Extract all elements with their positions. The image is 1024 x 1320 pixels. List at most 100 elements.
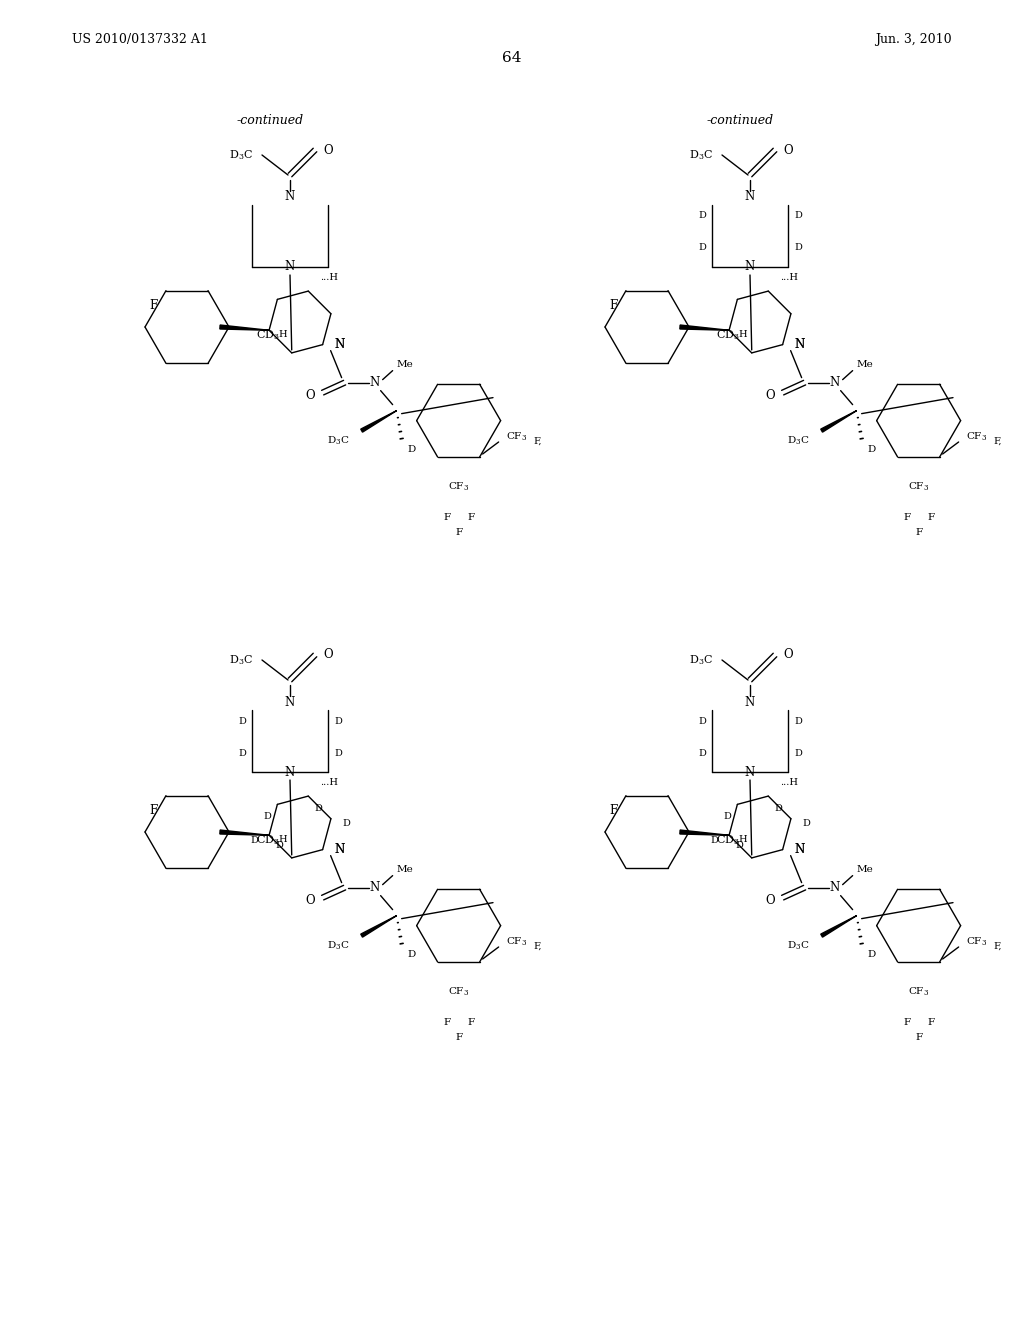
Text: F: F (915, 1032, 923, 1041)
Text: D: D (408, 445, 416, 454)
Polygon shape (220, 830, 269, 836)
Text: H: H (738, 330, 746, 339)
Text: F: F (467, 1018, 474, 1027)
Text: O: O (783, 144, 793, 157)
Text: Me: Me (857, 359, 873, 368)
Text: N: N (744, 190, 755, 203)
Text: D: D (802, 820, 810, 828)
Text: Me: Me (396, 865, 414, 874)
Polygon shape (220, 325, 269, 330)
Text: $\mathregular{D_3C}$: $\mathregular{D_3C}$ (229, 653, 253, 667)
Text: N: N (744, 766, 755, 779)
Text: F: F (150, 298, 158, 312)
Polygon shape (821, 916, 857, 937)
Text: F: F (609, 298, 618, 312)
Text: -continued: -continued (237, 114, 303, 127)
Text: $\mathregular{D_3C}$: $\mathregular{D_3C}$ (689, 148, 713, 162)
Text: F: F (443, 512, 451, 521)
Text: N: N (285, 766, 295, 779)
Text: F: F (927, 512, 934, 521)
Text: $\mathregular{CD_3}$: $\mathregular{CD_3}$ (256, 833, 280, 847)
Text: F,: F, (993, 437, 1002, 446)
Text: $\mathregular{CF_3}$: $\mathregular{CF_3}$ (908, 480, 929, 494)
Text: O: O (765, 389, 774, 403)
Text: H: H (279, 330, 287, 339)
Text: $\mathregular{CF_3}$: $\mathregular{CF_3}$ (908, 986, 929, 998)
Text: $\mathregular{D_3C}$: $\mathregular{D_3C}$ (787, 940, 810, 952)
Text: $\mathregular{CD_3}$: $\mathregular{CD_3}$ (716, 833, 739, 847)
Text: N: N (795, 338, 805, 351)
Polygon shape (680, 830, 729, 836)
Text: F,: F, (534, 437, 542, 446)
Text: Me: Me (396, 359, 414, 368)
Text: F: F (903, 1018, 910, 1027)
Text: $\mathregular{CD_3}$: $\mathregular{CD_3}$ (256, 327, 280, 342)
Text: $\mathregular{D_3C}$: $\mathregular{D_3C}$ (787, 434, 810, 447)
Text: $\mathregular{D_3C}$: $\mathregular{D_3C}$ (327, 434, 349, 447)
Text: $\mathregular{D_3C}$: $\mathregular{D_3C}$ (229, 148, 253, 162)
Text: N: N (370, 882, 380, 894)
Text: N: N (795, 843, 805, 857)
Text: ...H: ...H (319, 273, 338, 282)
Text: H: H (738, 836, 746, 843)
Text: D: D (698, 717, 706, 726)
Text: D: D (794, 748, 802, 758)
Text: D: D (263, 812, 271, 821)
Text: F: F (915, 528, 923, 537)
Text: O: O (765, 894, 774, 907)
Text: ...H: ...H (780, 777, 798, 787)
Text: F: F (609, 804, 618, 817)
Text: O: O (305, 894, 314, 907)
Polygon shape (360, 916, 396, 937)
Text: F: F (150, 804, 158, 817)
Text: D: D (711, 836, 718, 845)
Polygon shape (821, 411, 857, 432)
Text: ...H: ...H (319, 777, 338, 787)
Text: N: N (795, 338, 805, 351)
Text: D: D (774, 804, 782, 813)
Text: F: F (927, 1018, 934, 1027)
Text: O: O (783, 648, 793, 661)
Polygon shape (680, 325, 729, 330)
Text: F: F (467, 512, 474, 521)
Text: D: D (238, 748, 246, 758)
Text: N: N (744, 260, 755, 273)
Text: F,: F, (993, 941, 1002, 950)
Text: N: N (285, 190, 295, 203)
Text: N: N (285, 696, 295, 709)
Text: D: D (238, 717, 246, 726)
Text: O: O (323, 648, 333, 661)
Text: N: N (795, 843, 805, 857)
Text: N: N (370, 376, 380, 389)
Text: N: N (285, 260, 295, 273)
Text: $\mathregular{D_3C}$: $\mathregular{D_3C}$ (689, 653, 713, 667)
Text: N: N (335, 843, 345, 857)
Text: N: N (744, 696, 755, 709)
Text: US 2010/0137332 A1: US 2010/0137332 A1 (72, 33, 208, 46)
Text: N: N (335, 843, 345, 857)
Text: O: O (323, 144, 333, 157)
Text: $\mathregular{CF_3}$: $\mathregular{CF_3}$ (966, 936, 987, 948)
Text: F,: F, (534, 941, 542, 950)
Text: $\mathregular{CF_3}$: $\mathregular{CF_3}$ (966, 430, 987, 444)
Text: D: D (794, 211, 802, 220)
Text: -continued: -continued (707, 114, 773, 127)
Text: Jun. 3, 2010: Jun. 3, 2010 (876, 33, 952, 46)
Text: $\mathregular{D_3C}$: $\mathregular{D_3C}$ (327, 940, 349, 952)
Text: N: N (335, 338, 345, 351)
Text: F: F (903, 512, 910, 521)
Text: $\mathregular{CD_3}$: $\mathregular{CD_3}$ (716, 327, 739, 342)
Text: ...H: ...H (780, 273, 798, 282)
Text: D: D (794, 717, 802, 726)
Text: D: D (342, 820, 350, 828)
Text: D: D (867, 949, 876, 958)
Polygon shape (360, 411, 396, 432)
Text: D: D (736, 841, 743, 850)
Text: F: F (455, 1032, 462, 1041)
Text: $\mathregular{CF_3}$: $\mathregular{CF_3}$ (506, 936, 527, 948)
Text: D: D (698, 243, 706, 252)
Text: D: D (867, 445, 876, 454)
Text: F: F (455, 528, 462, 537)
Text: O: O (305, 389, 314, 403)
Text: $\mathregular{CF_3}$: $\mathregular{CF_3}$ (506, 430, 527, 444)
